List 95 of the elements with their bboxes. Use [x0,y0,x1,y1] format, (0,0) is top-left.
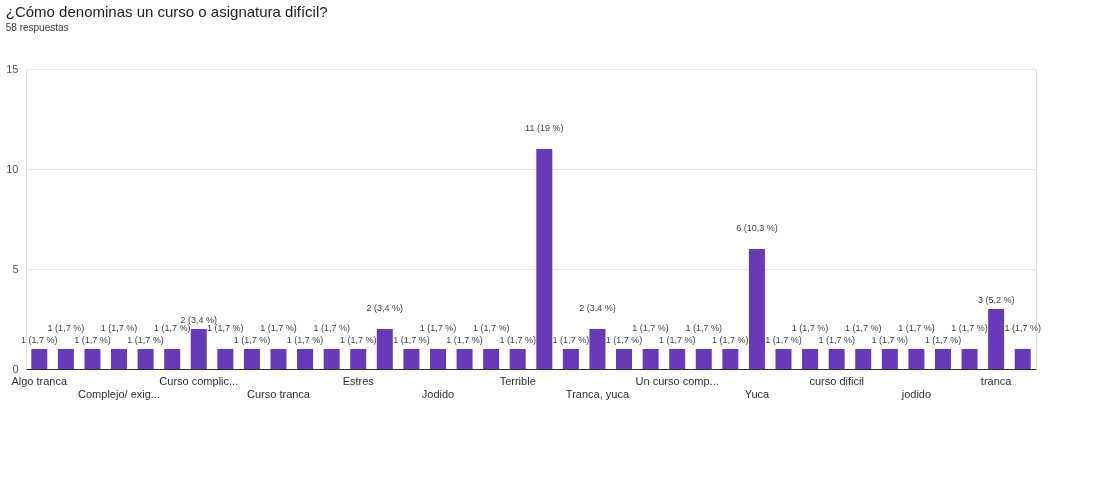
bar [190,329,207,369]
bar [855,349,872,369]
bar [297,349,314,369]
bar [802,349,819,369]
data-label: 1 (1,7 %) [260,323,297,333]
data-label: 1 (1,7 %) [818,335,855,345]
data-label: 1 (1,7 %) [74,335,111,345]
data-label: 1 (1,7 %) [446,335,483,345]
x-tick-label: Yuca [744,387,771,400]
data-label: 1 (1,7 %) [552,335,590,345]
bar [722,349,739,369]
x-tick-label: Curso complic... [159,374,239,387]
x-tick-label: Complejo/ exig... [78,387,160,400]
bar [509,349,526,369]
data-label: 1 (1,7 %) [286,335,324,345]
data-label: 1 (1,7 %) [393,335,430,345]
data-label: 3 (5,2 %) [977,295,1015,305]
x-tick-label: Terrible [499,374,536,387]
bar [31,349,48,369]
data-label: 1 (1,7 %) [924,335,962,345]
bar [881,349,898,369]
x-tick-label: Jodido [421,387,455,400]
bar [137,349,154,369]
data-label: 1 (1,7 %) [21,335,58,345]
bar [536,149,553,369]
bar [1014,349,1031,369]
bar [562,349,579,369]
bar [669,349,686,369]
bar [217,349,234,369]
data-label: 1 (1,7 %) [898,323,935,333]
x-tick-label: Curso tranca [247,387,311,400]
x-tick-label: jodido [900,387,932,400]
data-label: 1 (1,7 %) [233,335,271,345]
bar [84,349,101,369]
data-label: 1 (1,7 %) [100,323,138,333]
bar [429,349,446,369]
data-label: 1 (1,7 %) [313,323,350,333]
bar [350,349,367,369]
data-label: 1 (1,7 %) [844,323,882,333]
data-label: 11 (19 %) [525,123,564,133]
data-label: 1 (1,7 %) [339,335,377,345]
bar [456,349,473,369]
bar [695,349,712,369]
x-tick-label: curso dificil [809,374,864,387]
bar [642,349,659,369]
x-tick-label: Tranca, yuca [565,387,630,400]
bar [57,349,74,369]
data-label: 1 (1,7 %) [605,335,643,345]
data-label: 1 (1,7 %) [765,335,802,345]
bar [775,349,792,369]
y-tick-label: 5 [12,262,19,275]
bar [934,349,951,369]
x-tick-label: Estres [342,374,375,387]
data-label: 1 (1,7 %) [871,335,909,345]
data-label: 1 (1,7 %) [153,323,191,333]
data-label: 1 (1,7 %) [951,323,988,333]
bar [908,349,925,369]
bar [164,349,181,369]
data-label: 1 (1,7 %) [658,335,696,345]
y-tick-label: 15 [6,62,19,75]
data-label: 1 (1,7 %) [47,323,85,333]
data-label: 2 (3,4 %) [366,303,404,313]
data-label: 1 (1,7 %) [712,335,749,345]
bar [323,349,340,369]
data-label: 2 (3,4 %) [180,315,218,325]
data-label: 1 (1,7 %) [472,323,510,333]
data-label: 1 (1,7 %) [685,323,723,333]
bar [748,249,765,369]
bar [111,349,128,369]
x-tick-label: tranca [980,374,1013,387]
x-tick-label: Algo tranca [11,374,68,387]
data-label: 1 (1,7 %) [207,323,244,333]
data-label: 1 (1,7 %) [127,335,164,345]
bar [828,349,845,369]
data-label: 1 (1,7 %) [499,335,536,345]
y-tick-label: 0 [12,362,19,375]
bar [616,349,633,369]
chart-title: ¿Cómo denominas un curso o asignatura difícil? [5,3,328,20]
bar [988,309,1005,369]
bar [270,349,287,369]
data-label: 1 (1,7 %) [1004,323,1041,333]
bar [376,329,393,369]
data-label: 2 (3,4 %) [579,303,616,313]
data-label: 6 (10,3 %) [736,223,778,233]
bar [483,349,500,369]
bar [961,349,978,369]
y-tick-label: 10 [6,162,19,175]
data-label: 1 (1,7 %) [632,323,669,333]
data-label: 1 (1,7 %) [419,323,457,333]
bar [589,329,606,369]
chart-subtitle: 58 respuestas [5,22,69,33]
x-tick-label: Un curso comp... [635,374,719,387]
bar [243,349,260,369]
data-label: 1 (1,7 %) [791,323,829,333]
bar [403,349,420,369]
